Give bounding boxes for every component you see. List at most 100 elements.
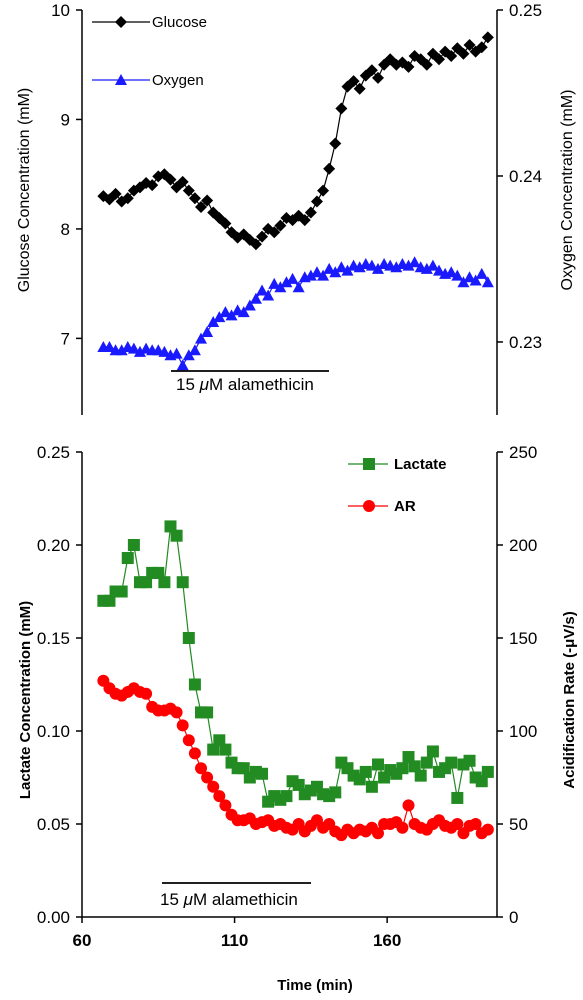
glucose-data-point [463, 39, 476, 52]
top-right-ticks: 0.23 0.24 0.25 [497, 1, 542, 352]
bottom-left-tick-label: 0.20 [37, 536, 70, 555]
legend-oxygen-label: Oxygen [152, 72, 204, 89]
glucose-data-point [420, 58, 433, 71]
top-series-group [97, 31, 494, 371]
lactate-data-point [201, 706, 214, 719]
bottom-right-tick-label: 50 [509, 815, 528, 834]
lactate-data-point [188, 678, 201, 691]
glucose-data-point [182, 184, 195, 197]
glucose-data-point [219, 217, 232, 230]
legend-oxygen-marker [115, 74, 127, 85]
oxygen-data-point [207, 316, 220, 328]
oxygen-data-point [219, 306, 232, 318]
glucose-data-point [249, 238, 262, 251]
ar-data-point [451, 818, 464, 830]
ar-data-point [201, 771, 214, 784]
bottom-right-tick-label: 200 [509, 536, 537, 555]
top-left-ticks: 7 8 9 10 [51, 1, 82, 348]
glucose-data-point [298, 214, 311, 227]
lactate-data-point [329, 786, 342, 799]
lactate-data-point [445, 756, 458, 769]
oxygen-data-point [317, 269, 330, 281]
oxygen-data-point [371, 262, 384, 274]
ar-data-point [170, 706, 183, 719]
lactate-data-point [152, 566, 165, 579]
oxygen-data-point [469, 274, 482, 286]
lactate-data-point [213, 734, 226, 747]
oxygen-data-point [237, 306, 250, 318]
oxygen-data-point [170, 347, 183, 359]
lactate-data-point [207, 743, 220, 756]
top-right-tick-label: 0.23 [509, 333, 542, 352]
lactate-data-point [219, 743, 232, 756]
legend-glucose-marker [115, 16, 127, 28]
ar-data-point [213, 790, 226, 803]
glucose-data-point [317, 184, 330, 197]
ar-data-point [219, 799, 232, 812]
oxygen-data-point [115, 344, 128, 356]
oxygen-data-point [451, 269, 464, 281]
bottom-left-tick-label: 0.05 [37, 815, 70, 834]
ar-data-point [195, 762, 208, 775]
glucose-data-point [371, 71, 384, 84]
lactate-data-point [481, 765, 494, 778]
oxygen-data-point [280, 276, 293, 288]
lactate-data-point [475, 775, 488, 788]
glucose-data-point [457, 47, 470, 60]
ar-data-point [371, 827, 384, 840]
glucose-data-point [414, 53, 427, 66]
oxygen-data-point [195, 332, 208, 344]
oxygen-data-point [420, 262, 433, 274]
glucose-data-point [164, 173, 177, 186]
oxygen-data-point [433, 264, 446, 276]
oxygen-data-point [213, 311, 226, 323]
ar-data-point [469, 818, 482, 830]
top-left-tick-label: 10 [51, 1, 70, 20]
glucose-data-point [201, 194, 214, 207]
lactate-data-point [396, 762, 409, 775]
lactate-data-point [140, 576, 153, 589]
oxygen-data-point [408, 256, 421, 268]
oxygen-data-point [249, 292, 262, 304]
bottom-right-tick-label: 0 [509, 908, 518, 927]
glucose-data-point [384, 53, 397, 66]
oxygen-data-point [133, 345, 146, 357]
oxygen-data-point [365, 259, 378, 271]
oxygen-data-point [201, 326, 214, 338]
oxygen-data-point [286, 272, 299, 284]
top-right-tick-label: 0.24 [509, 167, 542, 186]
ar-data-point [402, 799, 415, 812]
lactate-data-point [182, 632, 195, 644]
lactate-data-point [121, 552, 134, 565]
oxygen-data-point [329, 266, 342, 278]
x-tick-label: 160 [373, 931, 401, 950]
glucose-data-point [402, 60, 415, 73]
lactate-data-point [292, 778, 305, 791]
legend-lactate-marker [363, 458, 375, 470]
top-left-tick-label: 9 [61, 110, 70, 129]
lactate-data-point [414, 769, 427, 782]
oxygen-data-point [243, 299, 256, 311]
glucose-data-point [347, 75, 360, 88]
top-legend: Glucose Oxygen [92, 14, 207, 89]
lactate-data-point [256, 767, 269, 780]
bottom-right-axis-title: Acidification Rate (-μV/s) [561, 611, 578, 789]
glucose-data-point [176, 175, 189, 188]
oxygen-data-point [127, 342, 140, 354]
glucose-data-point [323, 162, 336, 175]
lactate-data-point [463, 754, 476, 767]
lactate-data-point [170, 529, 183, 542]
ar-data-point [481, 823, 494, 836]
bottom-left-tick-label: 0.10 [37, 722, 70, 741]
bottom-left-ticks: 0.00 0.05 0.10 0.15 0.20 0.25 [37, 443, 82, 927]
lactate-data-point [420, 756, 433, 769]
oxygen-data-point [158, 345, 171, 357]
lactate-data-point [426, 745, 439, 758]
oxygen-data-point [445, 266, 458, 278]
glucose-data-point [396, 56, 409, 69]
glucose-data-point [268, 226, 281, 239]
lactate-data-point [451, 791, 464, 804]
x-tick-label: 110 [221, 931, 248, 950]
